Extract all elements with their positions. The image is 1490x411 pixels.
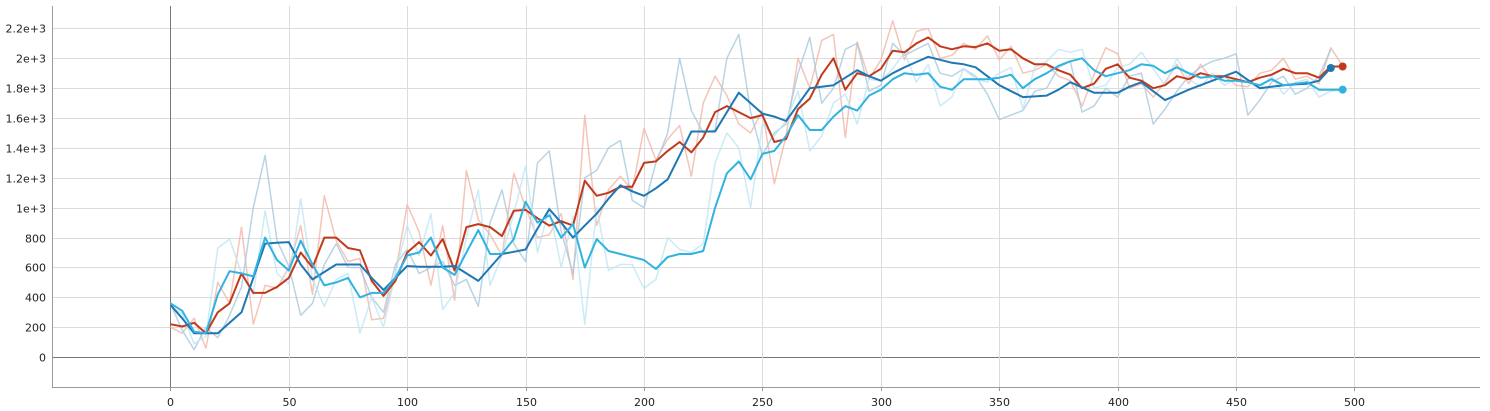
y-tick-label: 2e+3 bbox=[16, 53, 46, 66]
x-tick-label: 50 bbox=[283, 396, 297, 409]
end-markers bbox=[1326, 62, 1347, 94]
raw-series-line-2 bbox=[169, 33, 1332, 351]
x-tick-label: 200 bbox=[634, 396, 655, 409]
x-tick-label: 400 bbox=[1108, 396, 1129, 409]
grid bbox=[52, 6, 1480, 387]
x-tick-label: 300 bbox=[871, 396, 892, 409]
y-tick-label: 2.2e+3 bbox=[6, 23, 46, 36]
y-tick-label: 1.2e+3 bbox=[6, 173, 46, 186]
x-tick-label: 100 bbox=[397, 396, 418, 409]
x-tick-label: 450 bbox=[1226, 396, 1247, 409]
series-end-marker-3 bbox=[1338, 85, 1347, 94]
x-tick-labels: 0 50 100 150 200 250 300 350 400 450 500 bbox=[167, 396, 1365, 409]
y-tick-label: 0 bbox=[39, 352, 46, 365]
x-tick-label: 350 bbox=[989, 396, 1010, 409]
smoothed-series-layer bbox=[169, 36, 1343, 335]
y-tick-label: 1.4e+3 bbox=[6, 143, 46, 156]
axes bbox=[52, 6, 1480, 391]
y-tick-label: 1e+3 bbox=[16, 203, 46, 216]
y-tick-label: 800 bbox=[25, 233, 46, 246]
raw-series-line-3 bbox=[169, 48, 1343, 345]
y-tick-label: 200 bbox=[25, 322, 46, 335]
y-tick-label: 1.8e+3 bbox=[6, 83, 46, 96]
y-tick-labels: 0 200 400 600 800 1e+3 1.2e+3 1.4e+3 1.6e+3 1.8e+… bbox=[6, 23, 46, 365]
smoothed-series-line-3 bbox=[169, 57, 1343, 335]
x-tick-label: 0 bbox=[167, 396, 174, 409]
x-tick-label: 250 bbox=[752, 396, 773, 409]
y-tick-label: 1.6e+3 bbox=[6, 113, 46, 126]
y-tick-label: 400 bbox=[25, 292, 46, 305]
raw-series-line-1 bbox=[170, 20, 1344, 349]
smoothed-series-line-1 bbox=[170, 36, 1343, 335]
x-tick-label: 150 bbox=[516, 396, 537, 409]
y-tick-label: 600 bbox=[25, 262, 46, 275]
raw-series-layer bbox=[169, 20, 1344, 351]
series-end-marker-1 bbox=[1338, 62, 1347, 71]
x-tick-label: 500 bbox=[1344, 396, 1365, 409]
smoothed-series-line-2 bbox=[169, 55, 1332, 335]
series-end-marker-2 bbox=[1326, 64, 1335, 73]
